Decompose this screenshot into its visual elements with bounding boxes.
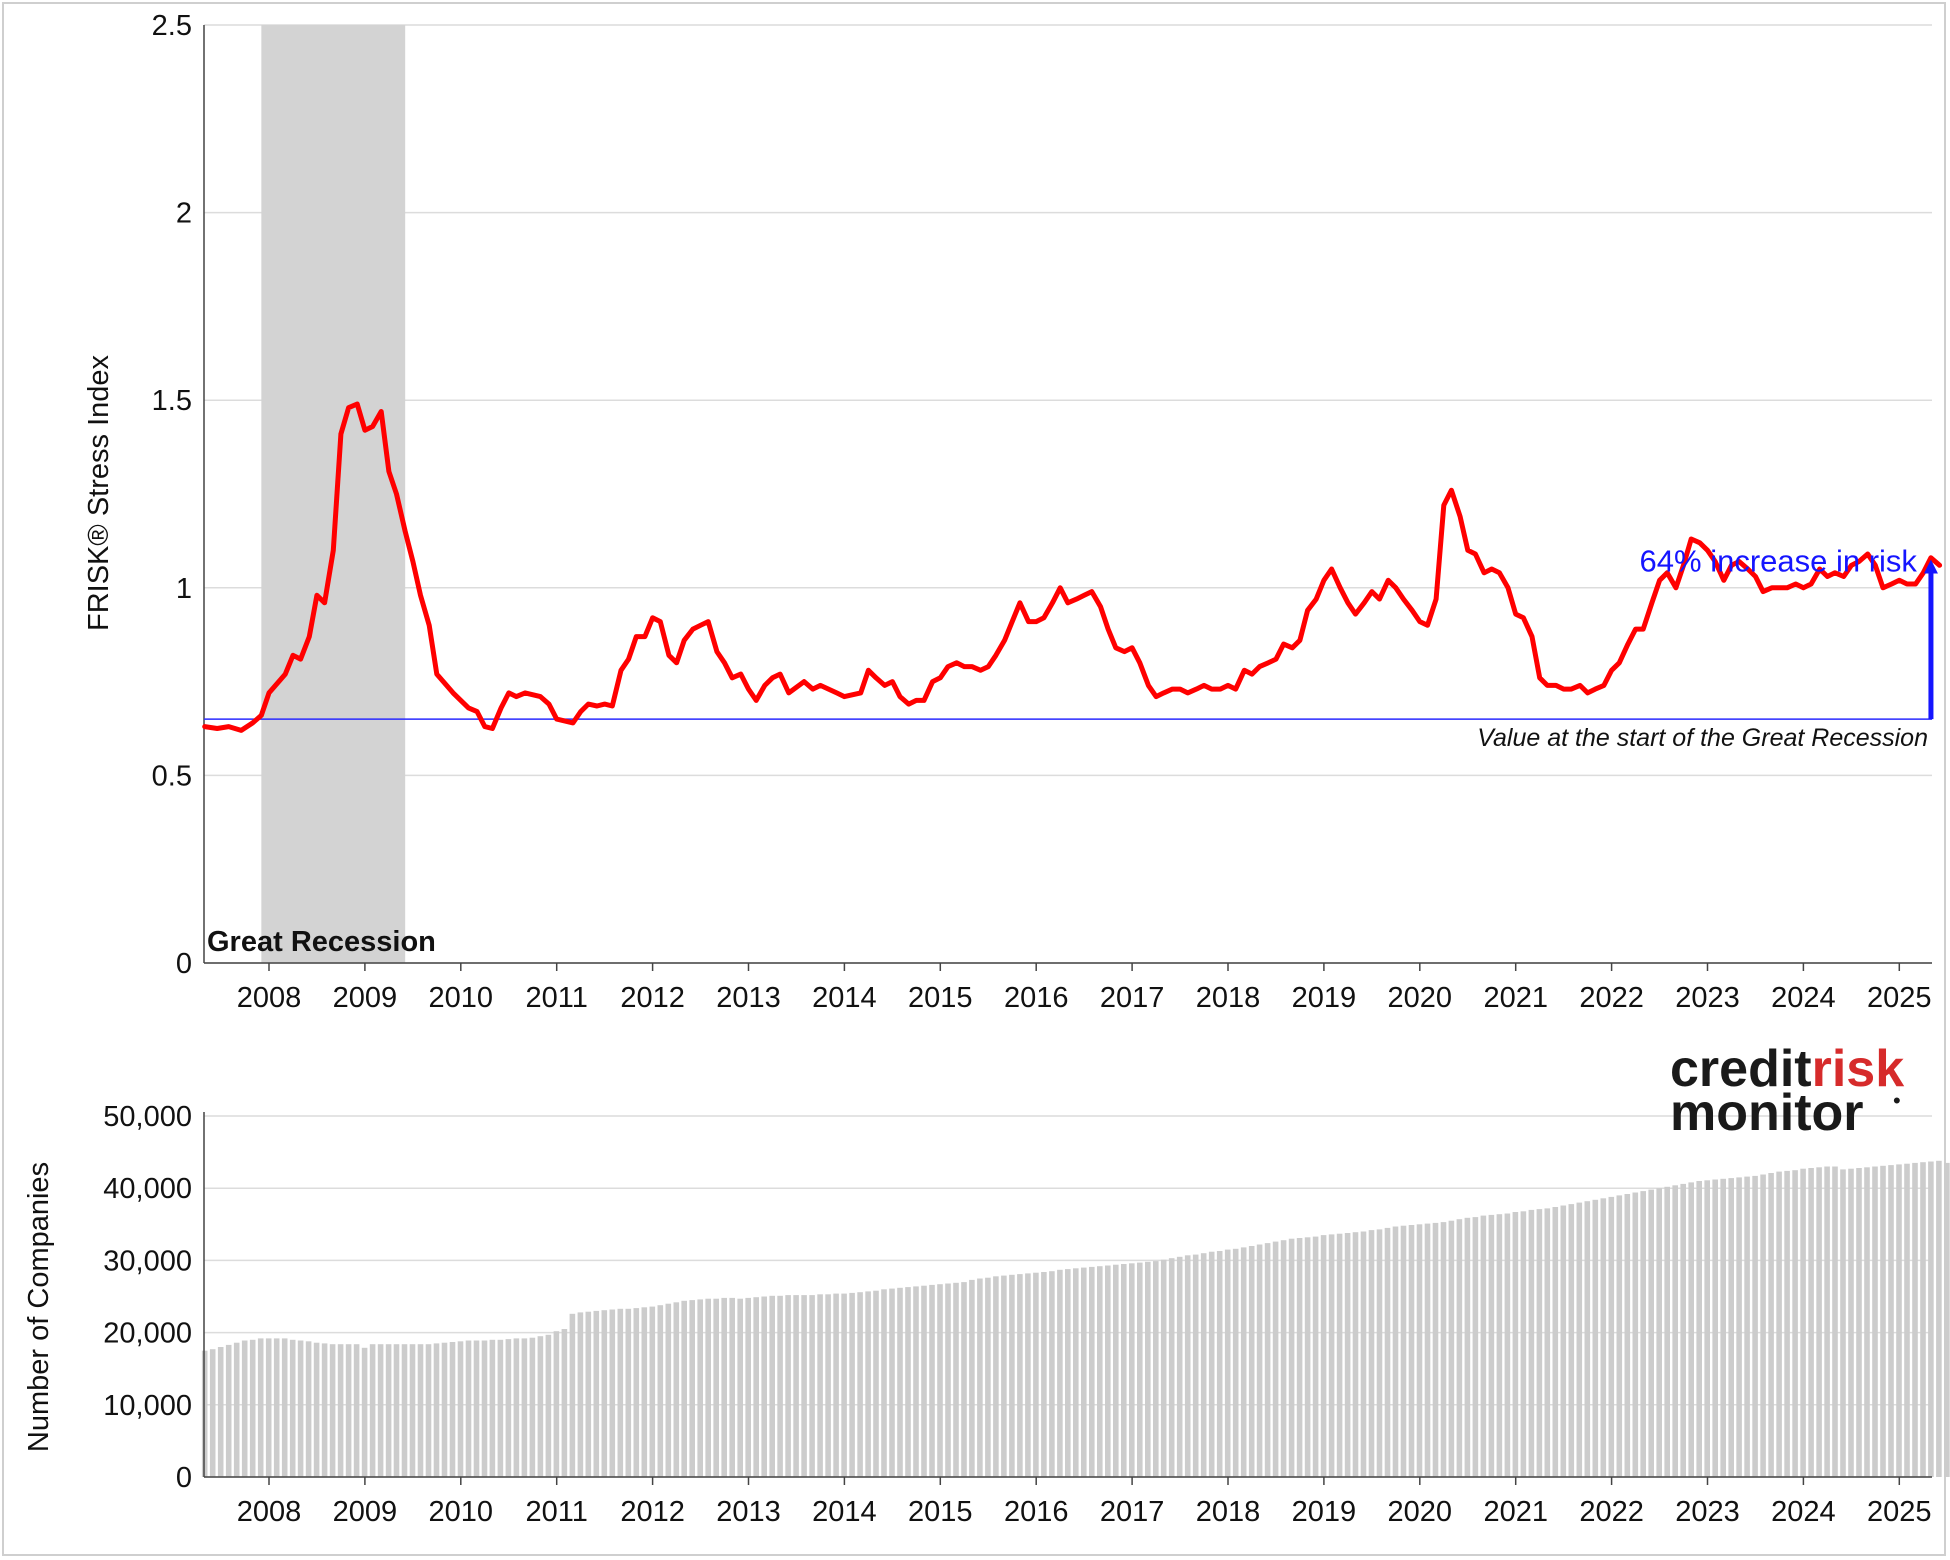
top-x-tick-label: 2009 bbox=[333, 982, 398, 1010]
frisk-series-line bbox=[202, 401, 1943, 733]
top-y-tick-label: 2.5 bbox=[152, 10, 192, 42]
top-x-tick-label: 2017 bbox=[1100, 982, 1165, 1010]
top-x-tick-label: 2008 bbox=[237, 982, 302, 1010]
top-x-tick-label: 2024 bbox=[1771, 982, 1836, 1010]
top-x-tick-label: 2014 bbox=[812, 982, 877, 1010]
top-x-tick-label: 2012 bbox=[620, 982, 685, 1010]
top-x-tick-label: 2019 bbox=[1292, 982, 1357, 1010]
top-x-tick-label: 2011 bbox=[526, 982, 588, 1010]
great-recession-band bbox=[261, 25, 406, 963]
top-x-tick-labels: 2008 2009 2010 2011 2012 2013 2014 2015 2016 2017… bbox=[237, 963, 1932, 1010]
top-x-tick-label: 2025 bbox=[1867, 982, 1932, 1010]
top-x-tick-label: 2021 bbox=[1483, 982, 1548, 1010]
reference-line-label: Value at the start of the Great Recessio… bbox=[1477, 724, 1928, 752]
top-gridlines bbox=[204, 24, 1932, 964]
top-x-tick-label: 2015 bbox=[908, 982, 973, 1010]
top-x-tick-label: 2020 bbox=[1388, 982, 1453, 1010]
frisk-stress-index-chart: 0 0.5 1 1.5 2 2.5 2008 2009 2010 2011 2012 2013 201… bbox=[83, 10, 1943, 1010]
top-y-axis-title: FRISK® Stress Index bbox=[83, 354, 115, 631]
increase-annotation: 64% increase in risk bbox=[1640, 544, 1918, 579]
top-y-tick-label: 0.5 bbox=[152, 760, 192, 792]
top-x-tick-label: 2010 bbox=[429, 982, 494, 1010]
top-x-tick-label: 2022 bbox=[1579, 982, 1644, 1010]
top-y-tick-labels: 0 0.5 1 1.5 2 2.5 bbox=[152, 10, 192, 980]
increase-arrow-head bbox=[1923, 559, 1938, 574]
top-axes bbox=[203, 25, 1932, 964]
top-y-tick-label: 0 bbox=[176, 948, 192, 980]
top-x-tick-label: 2018 bbox=[1196, 982, 1261, 1010]
top-y-tick-label: 1 bbox=[176, 573, 192, 605]
top-x-tick-label: 2016 bbox=[1004, 982, 1069, 1010]
great-recession-label: Great Recession bbox=[207, 926, 436, 958]
top-x-tick-label: 2013 bbox=[716, 982, 781, 1010]
top-y-tick-label: 2 bbox=[176, 198, 192, 230]
top-y-tick-label: 1.5 bbox=[152, 385, 192, 417]
top-x-tick-label: 2023 bbox=[1675, 982, 1740, 1010]
